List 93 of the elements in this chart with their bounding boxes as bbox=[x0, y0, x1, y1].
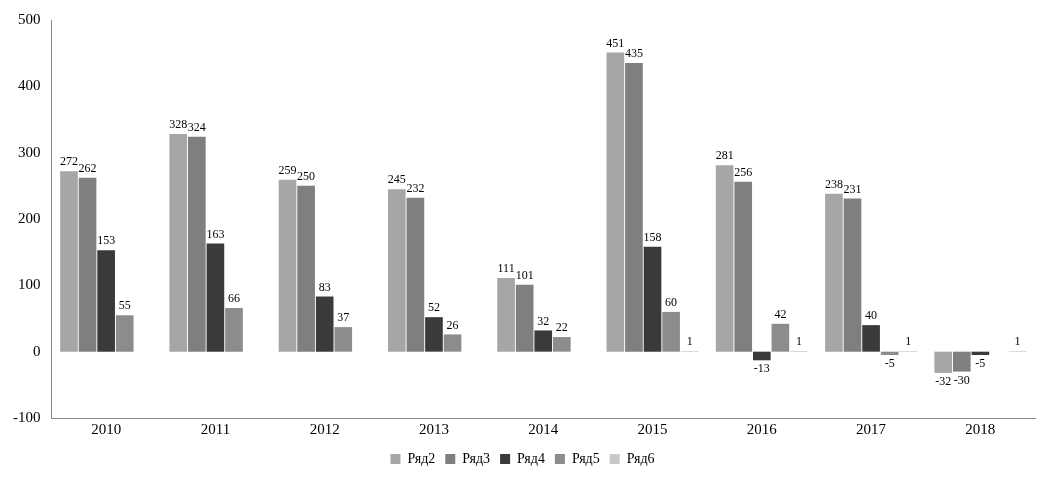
y-tick-label: 400 bbox=[18, 77, 41, 94]
x-tick-label: 2014 bbox=[528, 420, 559, 437]
bar bbox=[534, 330, 553, 352]
x-tick-label: 2010 bbox=[91, 420, 122, 437]
data-label: 163 bbox=[206, 226, 225, 241]
bar bbox=[952, 351, 971, 372]
y-tick-label: 200 bbox=[18, 209, 41, 226]
x-tick-label: 2016 bbox=[746, 420, 778, 437]
bar bbox=[206, 243, 225, 352]
data-label: 66 bbox=[227, 291, 240, 306]
bar bbox=[934, 351, 953, 373]
data-label: 324 bbox=[187, 119, 206, 134]
bar bbox=[825, 193, 843, 352]
legend-label: Ряд6 bbox=[626, 450, 655, 466]
data-label: 245 bbox=[387, 172, 406, 187]
data-label: 435 bbox=[624, 46, 643, 61]
bar bbox=[225, 307, 243, 352]
x-tick-label: 2011 bbox=[200, 420, 231, 437]
data-label: 1 bbox=[686, 334, 693, 349]
data-label: 256 bbox=[734, 165, 753, 180]
bar bbox=[606, 52, 625, 352]
bar bbox=[169, 134, 188, 352]
y-tick-label: 0 bbox=[33, 342, 41, 359]
data-label: -13 bbox=[753, 361, 770, 376]
data-label: 60 bbox=[665, 295, 678, 310]
data-label: 83 bbox=[318, 279, 331, 294]
data-label: 259 bbox=[278, 163, 297, 178]
bar bbox=[553, 337, 571, 352]
bar bbox=[715, 165, 734, 352]
data-label: 37 bbox=[337, 310, 350, 325]
data-label: 231 bbox=[843, 181, 862, 196]
bar bbox=[97, 250, 115, 352]
bar bbox=[425, 317, 443, 352]
bar bbox=[278, 179, 297, 352]
data-label: 42 bbox=[774, 306, 787, 321]
data-label: 1 bbox=[795, 334, 802, 349]
legend-label: Ряд5 bbox=[571, 450, 600, 466]
data-label: 26 bbox=[446, 317, 459, 332]
data-label: 328 bbox=[169, 117, 188, 132]
x-tick-label: 2018 bbox=[965, 420, 996, 437]
data-label: 101 bbox=[515, 267, 534, 282]
data-label: 55 bbox=[118, 298, 131, 313]
bar bbox=[771, 323, 790, 352]
bar bbox=[734, 181, 753, 352]
data-label: 1 bbox=[905, 334, 912, 349]
bar bbox=[78, 177, 97, 352]
x-tick-label: 2013 bbox=[418, 420, 449, 437]
y-tick-label: 100 bbox=[18, 276, 41, 293]
data-label: -32 bbox=[935, 374, 952, 389]
bar bbox=[297, 185, 315, 352]
bar bbox=[334, 327, 353, 352]
bar bbox=[443, 334, 462, 352]
data-label: 232 bbox=[406, 180, 425, 195]
data-label: 451 bbox=[606, 35, 625, 50]
data-label: -5 bbox=[884, 356, 895, 371]
bar bbox=[625, 63, 643, 352]
data-label: 40 bbox=[865, 308, 878, 323]
data-label: 153 bbox=[97, 233, 116, 248]
data-label: 111 bbox=[497, 261, 515, 276]
data-label: -5 bbox=[975, 356, 986, 371]
bar bbox=[115, 315, 134, 352]
data-label: 158 bbox=[643, 230, 662, 245]
data-label: 281 bbox=[715, 148, 734, 163]
data-label: 52 bbox=[427, 300, 440, 315]
y-tick-label: 300 bbox=[18, 143, 41, 160]
legend-label: Ряд4 bbox=[517, 450, 545, 466]
data-label: 238 bbox=[824, 176, 843, 191]
data-label: 262 bbox=[78, 161, 97, 176]
legend-label: Ряд2 bbox=[407, 450, 436, 466]
data-label: 272 bbox=[59, 154, 78, 169]
bar bbox=[843, 198, 862, 352]
y-tick-label: 500 bbox=[18, 10, 41, 27]
bar bbox=[752, 351, 771, 361]
data-label: -30 bbox=[953, 372, 970, 387]
data-label: 1 bbox=[1014, 334, 1021, 349]
data-label: 32 bbox=[537, 313, 550, 328]
bar bbox=[315, 296, 334, 352]
bar bbox=[188, 136, 206, 352]
bar bbox=[387, 189, 406, 352]
bar bbox=[497, 278, 515, 352]
y-tick-label: -100 bbox=[13, 408, 41, 425]
legend-label: Ряд3 bbox=[462, 450, 491, 466]
bar bbox=[515, 284, 534, 352]
bar bbox=[662, 311, 680, 352]
bar bbox=[60, 171, 78, 352]
data-label: 250 bbox=[297, 168, 316, 183]
bar bbox=[406, 197, 425, 352]
x-tick-label: 2017 bbox=[856, 420, 887, 437]
data-label: 22 bbox=[555, 320, 568, 335]
bar bbox=[862, 325, 880, 352]
x-tick-label: 2015 bbox=[637, 420, 668, 437]
bar bbox=[643, 246, 662, 352]
x-tick-label: 2012 bbox=[309, 420, 340, 437]
